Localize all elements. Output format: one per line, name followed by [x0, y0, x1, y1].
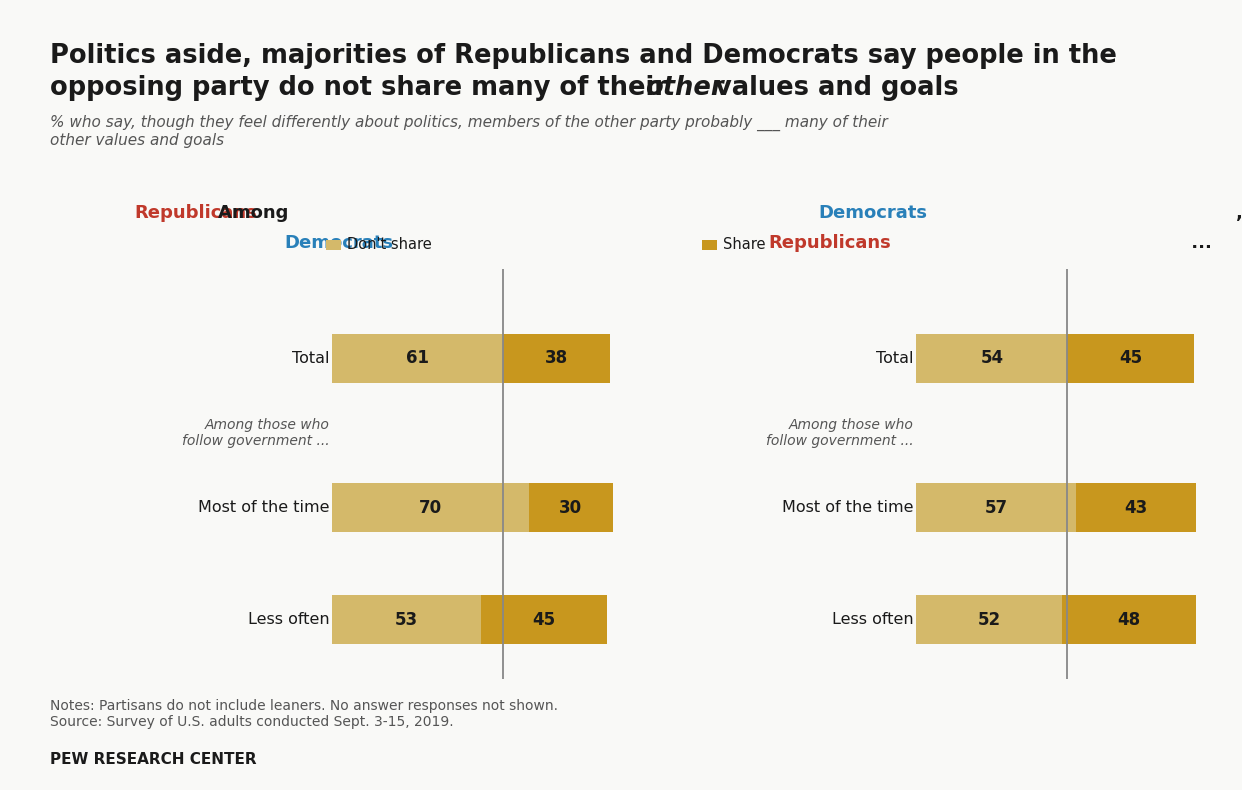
Bar — [481, 596, 607, 644]
Bar — [917, 483, 1076, 532]
Bar — [917, 596, 1062, 644]
Text: 48: 48 — [1118, 611, 1140, 629]
Bar — [1067, 334, 1194, 382]
Text: other: other — [646, 75, 724, 101]
Bar — [529, 483, 612, 532]
Bar — [917, 334, 1067, 382]
Text: Don't share: Don't share — [347, 238, 431, 252]
Bar — [503, 334, 610, 382]
Text: PEW RESEARCH CENTER: PEW RESEARCH CENTER — [50, 752, 256, 767]
Text: Republicans: Republicans — [768, 234, 891, 252]
Text: Among those who
follow government ...: Among those who follow government ... — [766, 418, 913, 448]
Text: 61: 61 — [406, 349, 430, 367]
Text: Less often: Less often — [248, 612, 329, 627]
Text: ,: , — [1236, 204, 1242, 222]
Text: 52: 52 — [977, 611, 1001, 629]
Text: Republicans: Republicans — [134, 204, 257, 222]
Text: Among: Among — [217, 204, 294, 222]
Text: Democrats: Democrats — [284, 234, 394, 252]
Bar — [333, 596, 481, 644]
Text: Most of the time: Most of the time — [199, 500, 329, 515]
Text: Total: Total — [292, 351, 329, 366]
Text: Less often: Less often — [832, 612, 913, 627]
Text: Share: Share — [723, 238, 766, 252]
Text: 30: 30 — [559, 498, 582, 517]
Text: Most of the time: Most of the time — [782, 500, 913, 515]
Text: 43: 43 — [1124, 498, 1148, 517]
Text: 57: 57 — [985, 498, 1007, 517]
Text: opposing party do not share many of their: opposing party do not share many of thei… — [50, 75, 676, 101]
Text: values and goals: values and goals — [705, 75, 958, 101]
Text: Democrats: Democrats — [818, 204, 928, 222]
Bar — [333, 334, 503, 382]
Text: Notes: Partisans do not include leaners. No answer responses not shown.
Source: : Notes: Partisans do not include leaners.… — [50, 699, 558, 729]
Text: Total: Total — [876, 351, 913, 366]
Bar — [1076, 483, 1196, 532]
Text: Among those who
follow government ...: Among those who follow government ... — [183, 418, 329, 448]
Text: ...: ... — [1185, 234, 1212, 252]
Bar — [1062, 596, 1196, 644]
Text: Politics aside, majorities of Republicans and Democrats say people in the: Politics aside, majorities of Republican… — [50, 43, 1117, 70]
Text: 45: 45 — [533, 611, 555, 629]
Bar — [333, 483, 529, 532]
Text: 70: 70 — [419, 498, 442, 517]
Text: 54: 54 — [980, 349, 1004, 367]
Text: % who say, though they feel differently about politics, members of the other par: % who say, though they feel differently … — [50, 115, 888, 149]
Text: 38: 38 — [545, 349, 568, 367]
Text: 45: 45 — [1119, 349, 1143, 367]
Text: 53: 53 — [395, 611, 419, 629]
